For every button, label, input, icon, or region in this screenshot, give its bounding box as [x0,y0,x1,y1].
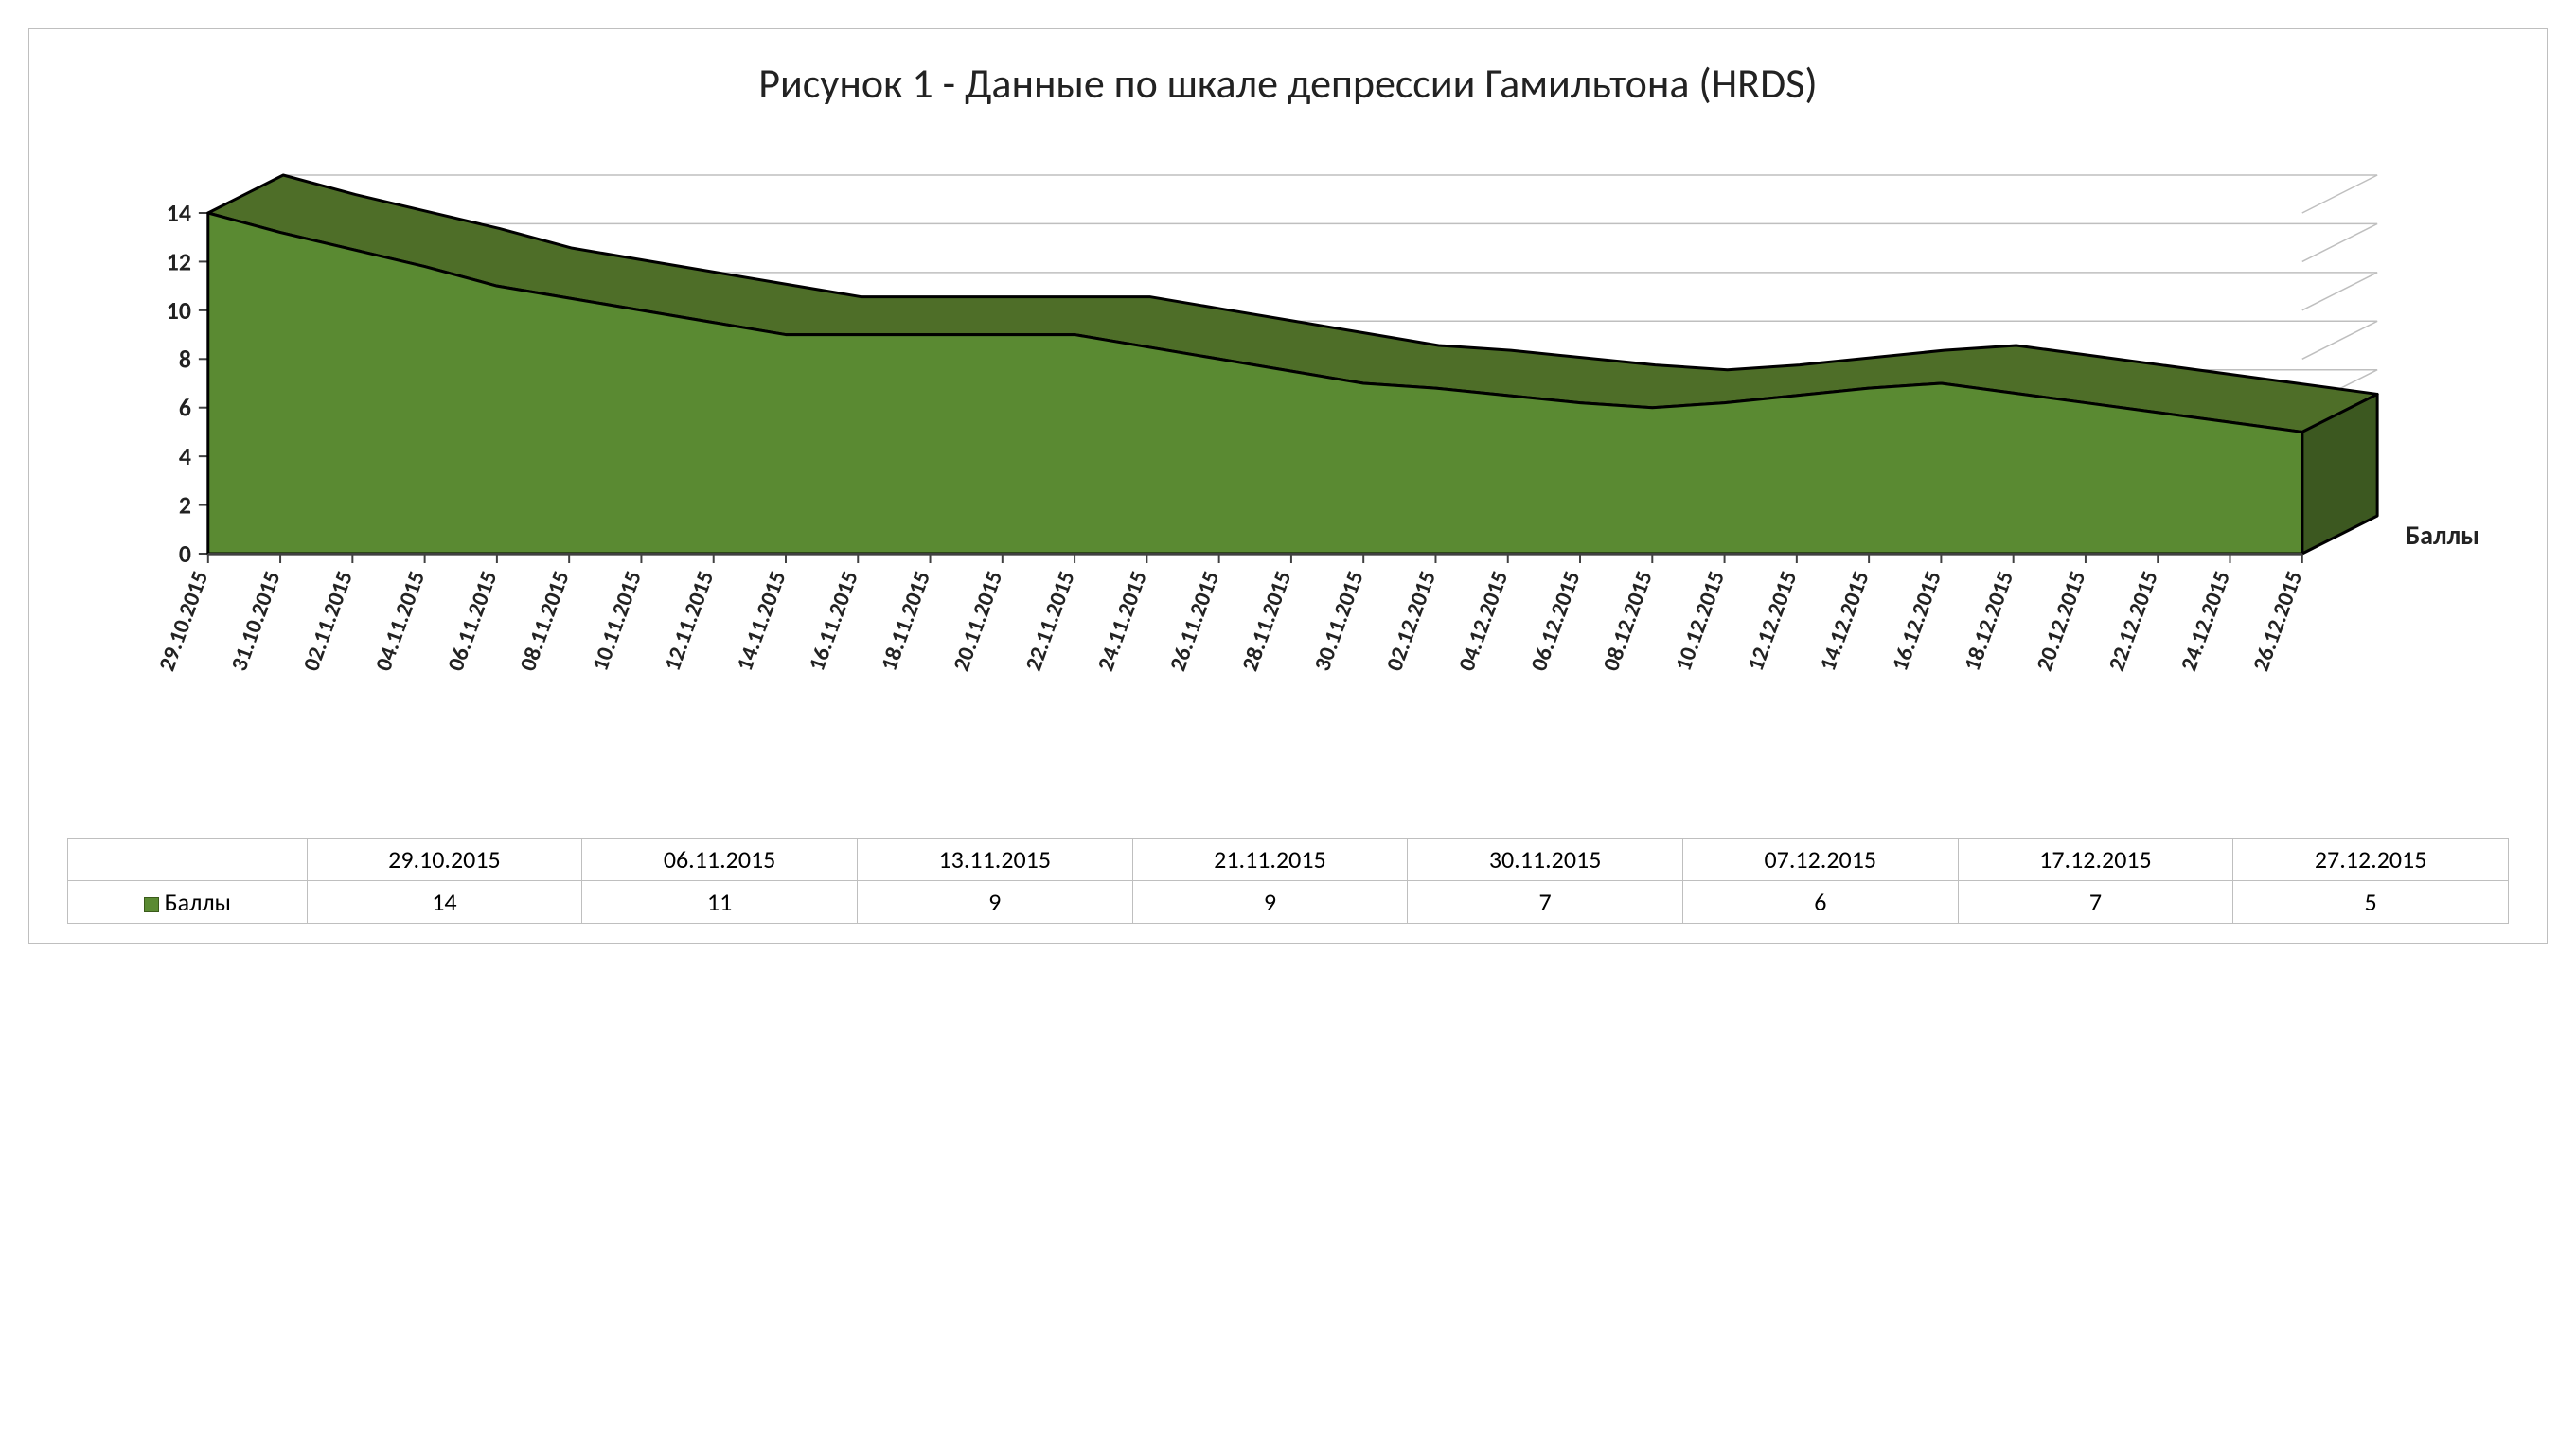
svg-text:18.11.2015: 18.11.2015 [876,567,936,674]
svg-text:08.12.2015: 08.12.2015 [1597,567,1658,674]
data-table: 29.10.201506.11.201513.11.201521.11.2015… [67,838,2509,924]
svg-text:24.11.2015: 24.11.2015 [1092,567,1152,674]
svg-text:Баллы: Баллы [2406,520,2479,552]
svg-text:14.11.2015: 14.11.2015 [731,567,791,674]
plot-area: 0 2 4 6 8 10 12 14 29.10.201531.10.201502.11.201… [67,156,2509,800]
table-value-cell: 6 [1682,881,1958,924]
table-value-cell: 9 [857,881,1132,924]
svg-text:10.11.2015: 10.11.2015 [587,567,648,674]
series-name-label: Баллы [165,887,231,917]
svg-text:02.12.2015: 02.12.2015 [1381,567,1442,674]
svg-text:20.12.2015: 20.12.2015 [2031,567,2091,674]
table-date-cell: 27.12.2015 [2233,839,2509,881]
table-date-cell: 13.11.2015 [857,839,1132,881]
svg-text:04.12.2015: 04.12.2015 [1453,567,1514,674]
svg-text:14: 14 [167,198,191,228]
table-row-label-cell: Баллы [68,881,308,924]
table-date-cell: 30.11.2015 [1408,839,1683,881]
svg-text:06.12.2015: 06.12.2015 [1525,567,1586,674]
svg-text:30.11.2015: 30.11.2015 [1308,567,1369,674]
table-value-cell: 7 [1958,881,2233,924]
svg-text:26.12.2015: 26.12.2015 [2247,567,2308,674]
table-value-cell: 9 [1132,881,1408,924]
svg-text:04.11.2015: 04.11.2015 [370,567,431,674]
svg-text:02.11.2015: 02.11.2015 [297,567,358,674]
svg-text:4: 4 [179,441,191,471]
chart-title: Рисунок 1 - Данные по шкале депрессии Га… [67,58,2509,109]
svg-text:24.12.2015: 24.12.2015 [2176,567,2236,674]
svg-text:10: 10 [167,295,191,326]
svg-text:12.11.2015: 12.11.2015 [659,567,720,674]
table-value-cell: 14 [307,881,582,924]
svg-text:14.12.2015: 14.12.2015 [1814,567,1874,674]
table-date-cell: 07.12.2015 [1682,839,1958,881]
svg-text:22.11.2015: 22.11.2015 [1020,567,1080,674]
svg-text:8: 8 [179,344,191,374]
svg-text:0: 0 [179,539,191,569]
table-row-values: Баллы 1411997675 [68,881,2509,924]
table-corner-cell [68,839,308,881]
table-value-cell: 11 [582,881,858,924]
svg-text:12.12.2015: 12.12.2015 [1742,567,1803,674]
legend-swatch [144,897,159,912]
svg-text:12: 12 [167,246,191,276]
table-date-cell: 06.11.2015 [582,839,858,881]
svg-text:26.11.2015: 26.11.2015 [1164,567,1225,674]
svg-text:28.11.2015: 28.11.2015 [1236,567,1297,674]
svg-text:29.10.2015: 29.10.2015 [153,567,214,674]
table-date-cell: 21.11.2015 [1132,839,1408,881]
table-date-cell: 29.10.2015 [307,839,582,881]
svg-text:31.10.2015: 31.10.2015 [225,567,286,674]
svg-text:08.11.2015: 08.11.2015 [514,567,575,674]
table-value-cell: 7 [1408,881,1683,924]
svg-text:20.11.2015: 20.11.2015 [948,567,1008,674]
svg-text:6: 6 [179,393,191,423]
table-date-cell: 17.12.2015 [1958,839,2233,881]
table-value-cell: 5 [2233,881,2509,924]
table-row-dates: 29.10.201506.11.201513.11.201521.11.2015… [68,839,2509,881]
chart-container: Рисунок 1 - Данные по шкале депрессии Га… [28,28,2548,944]
svg-text:2: 2 [179,489,191,520]
svg-text:16.11.2015: 16.11.2015 [803,567,863,674]
svg-text:18.12.2015: 18.12.2015 [1959,567,2019,674]
svg-text:06.11.2015: 06.11.2015 [442,567,503,674]
svg-text:22.12.2015: 22.12.2015 [2103,567,2163,674]
svg-text:10.12.2015: 10.12.2015 [1670,567,1731,674]
svg-text:16.12.2015: 16.12.2015 [1886,567,1946,674]
